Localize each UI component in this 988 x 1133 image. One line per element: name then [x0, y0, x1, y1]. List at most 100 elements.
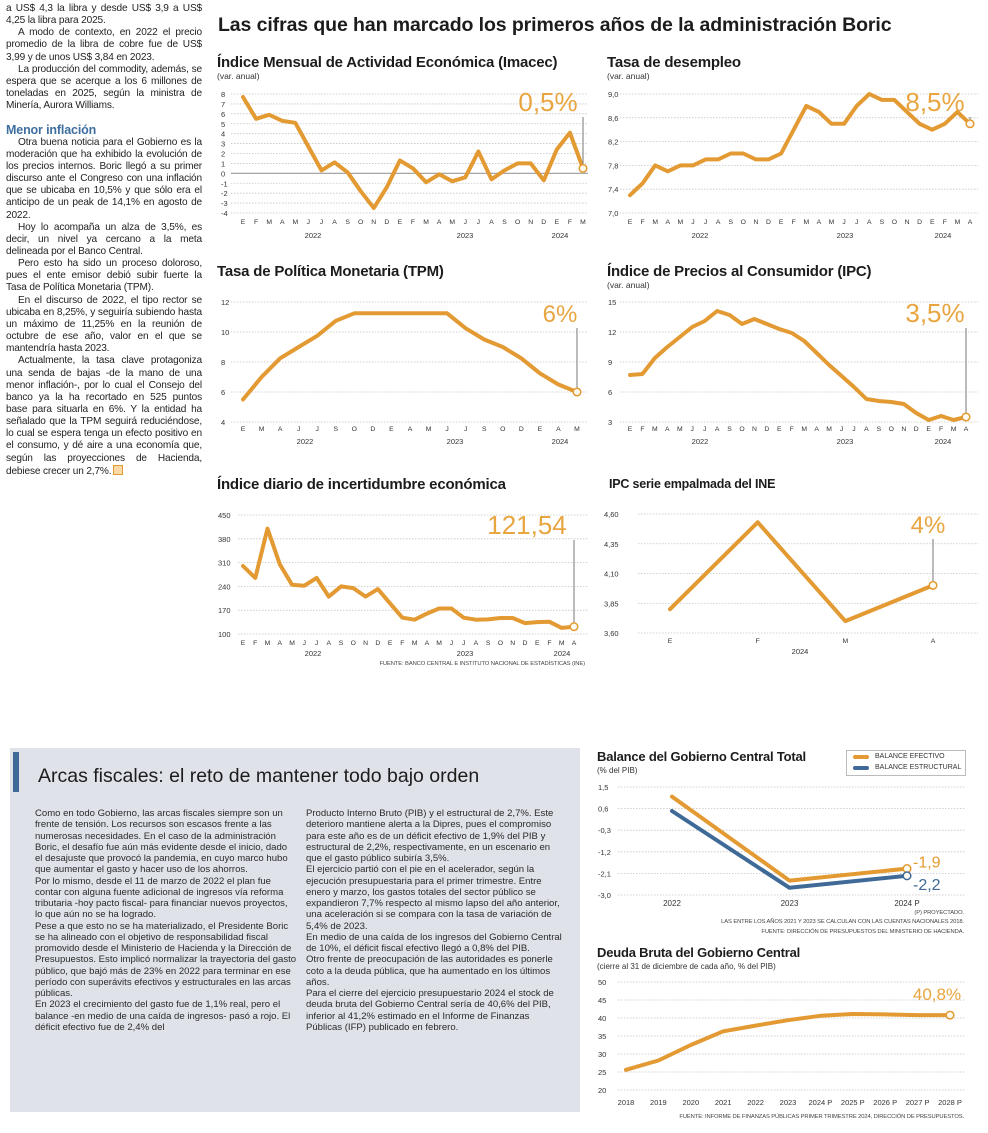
x-tick-label: J [464, 426, 467, 433]
x-tick-label: N [901, 426, 906, 433]
chart-subtitle-balance: (% del PIB) [597, 766, 638, 775]
x-tick-label: N [528, 219, 533, 226]
y-tick-label: -3 [221, 199, 228, 208]
page-title: Las cifras que han marcado los primeros … [218, 14, 892, 36]
paragraph: Actualmente, la tasa clave protagoniza u… [6, 355, 202, 477]
y-tick-label: 5 [221, 120, 225, 129]
y-tick-label: 240 [218, 582, 231, 591]
paragraph: La producción del commodity, además, se … [6, 63, 202, 112]
x-tick-label: M [436, 640, 442, 647]
x-tick-label: J [852, 426, 855, 433]
year-label: 2022 [692, 437, 709, 446]
legend-item-estructural: BALANCE ESTRUCTURAL [847, 762, 965, 773]
chart-title-ipc-empalmada: IPC serie empalmada del INE [609, 477, 776, 491]
x-tick-label: D [375, 640, 380, 647]
y-tick-label: -4 [221, 209, 228, 218]
x-tick-label: E [389, 426, 394, 433]
x-tick-label: E [388, 640, 393, 647]
x-tick-label: J [462, 640, 465, 647]
x-tick-label: S [482, 426, 487, 433]
y-tick-label: 8,6 [608, 114, 618, 123]
y-tick-label: 0,6 [598, 805, 608, 814]
y-tick-label: 3,85 [604, 599, 619, 608]
end-of-article-icon [113, 464, 124, 475]
year-label: 2024 [552, 231, 569, 240]
x-tick-label: J [704, 219, 707, 226]
chart-subtitle-desempleo: (var. anual) [607, 71, 650, 81]
x-tick-label: M [574, 426, 580, 433]
x-tick-label: A [474, 640, 479, 647]
y-tick-label: 3 [221, 140, 225, 149]
chart-desempleo: 9,08,68,27,87,47,0E F M A M J J A S O N D E F M A M J J A S O… [608, 87, 978, 240]
x-tick-label: N [363, 640, 368, 647]
x-tick-label: J [303, 640, 306, 647]
x-tick-label: M [423, 219, 429, 226]
legend-swatch [853, 765, 869, 770]
x-tick-label: F [411, 219, 415, 226]
y-tick-label: 8 [221, 90, 225, 99]
fiscal-column-2: Producto Interno Bruto (PIB) y el estruc… [306, 808, 568, 1033]
x-tick-label: F [568, 219, 572, 226]
x-tick-label: J [450, 640, 453, 647]
y-tick-label: 170 [218, 606, 231, 615]
x-tick-label: A [715, 426, 720, 433]
x-tick-label: M [801, 426, 807, 433]
end-point-marker [572, 387, 582, 397]
paragraph: En 2023 el crecimiento del gasto fue de … [35, 999, 291, 1033]
x-tick-label: J [703, 426, 706, 433]
x-tick-label: M [826, 426, 832, 433]
y-tick-label: 6 [221, 388, 225, 397]
legend-item-efectivo: BALANCE EFECTIVO [847, 751, 965, 762]
y-tick-label: 2 [221, 150, 225, 159]
x-tick-label: E [535, 640, 540, 647]
x-tick-label: S [728, 219, 733, 226]
x-tick-label: M [266, 219, 272, 226]
x-tick-label: 2022 [663, 899, 681, 908]
y-tick-label: -2,1 [598, 869, 611, 878]
fiscal-column-1: Como en todo Gobierno, las arcas fiscale… [35, 808, 297, 1033]
y-tick-label: 380 [218, 535, 231, 544]
chart-source: FUENTE: INFORME DE FINANZAS PÚBLICAS PRI… [679, 1114, 964, 1120]
paragraph: Otra buena noticia para el Gobierno es l… [6, 136, 202, 221]
paragraph: Hoy lo acompaña un alza de 3,5%, es deci… [6, 221, 202, 257]
y-tick-label: 100 [218, 630, 231, 639]
y-tick-label: 40 [598, 1014, 606, 1023]
end-point-marker [569, 622, 579, 632]
y-tick-label: 4,35 [604, 540, 619, 549]
fiscal-sidebar-box [10, 748, 580, 1112]
y-tick-label: 7 [221, 100, 225, 109]
x-tick-label: D [519, 426, 524, 433]
fiscal-box-title: Arcas fiscales: el reto de mantener todo… [38, 765, 480, 787]
x-tick-label: J [464, 219, 467, 226]
x-tick-label: M [652, 426, 658, 433]
x-tick-label: E [777, 426, 782, 433]
x-tick-label: O [352, 426, 357, 433]
paragraph: Por lo mismo, desde el 11 de marzo de 20… [35, 875, 288, 921]
x-tick-label: A [968, 219, 973, 226]
x-tick-label: S [727, 426, 732, 433]
series-line [628, 309, 968, 422]
x-tick-label: S [502, 219, 507, 226]
x-tick-label: F [943, 219, 947, 226]
x-tick-label: E [926, 426, 931, 433]
end-point-marker [578, 163, 588, 173]
highlight-value-label: 6% [543, 301, 578, 328]
series-line [624, 1012, 952, 1072]
accent-bar [13, 752, 19, 792]
y-tick-label: 6 [221, 110, 225, 119]
x-tick-label: A [666, 219, 671, 226]
x-tick-label: F [400, 640, 404, 647]
section-heading: Menor inflación [6, 123, 97, 138]
x-tick-label: A [556, 426, 561, 433]
x-tick-label: O [739, 426, 744, 433]
x-tick-label: J [691, 426, 694, 433]
paragraph: Como en todo Gobierno, las arcas fiscale… [35, 808, 288, 876]
y-tick-label: 4,60 [604, 510, 619, 519]
x-tick-label: E [398, 219, 403, 226]
x-tick-label: M [292, 219, 298, 226]
x-tick-label: S [334, 426, 339, 433]
y-tick-label: -2 [221, 189, 228, 198]
x-tick-label: S [486, 640, 491, 647]
end-value-label: -2,2 [913, 877, 941, 894]
